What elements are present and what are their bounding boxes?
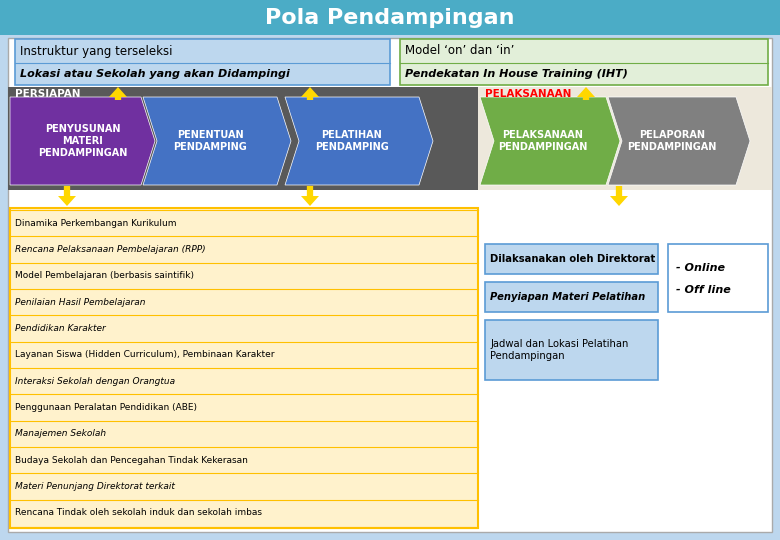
- Polygon shape: [143, 97, 291, 185]
- Text: Instruktur yang terseleksi: Instruktur yang terseleksi: [20, 44, 172, 57]
- Text: Manajemen Sekolah: Manajemen Sekolah: [15, 429, 106, 438]
- Text: Dilaksanakan oleh Direktorat: Dilaksanakan oleh Direktorat: [490, 254, 655, 264]
- FancyArrow shape: [58, 186, 76, 206]
- FancyBboxPatch shape: [8, 87, 478, 190]
- FancyArrow shape: [577, 87, 595, 100]
- FancyBboxPatch shape: [485, 282, 658, 312]
- Polygon shape: [480, 97, 620, 185]
- Text: Rencana Pelaksanaan Pembelajaran (RPP): Rencana Pelaksanaan Pembelajaran (RPP): [15, 245, 206, 254]
- Text: Jadwal dan Lokasi Pelatihan
Pendampingan: Jadwal dan Lokasi Pelatihan Pendampingan: [490, 339, 629, 361]
- FancyArrow shape: [610, 186, 628, 206]
- Text: PELAKSANAAN: PELAKSANAAN: [485, 89, 572, 99]
- Text: Model Pembelajaran (berbasis saintifik): Model Pembelajaran (berbasis saintifik): [15, 271, 194, 280]
- Text: Lokasi atau Sekolah yang akan Didampingi: Lokasi atau Sekolah yang akan Didampingi: [20, 69, 290, 79]
- Text: Pendekatan In House Training (IHT): Pendekatan In House Training (IHT): [405, 69, 628, 79]
- Polygon shape: [10, 97, 155, 185]
- Text: Materi Penunjang Direktorat terkait: Materi Penunjang Direktorat terkait: [15, 482, 175, 491]
- FancyBboxPatch shape: [478, 87, 772, 190]
- Text: Pendidikan Karakter: Pendidikan Karakter: [15, 324, 106, 333]
- FancyBboxPatch shape: [485, 244, 658, 274]
- Text: PERSIAPAN: PERSIAPAN: [15, 89, 80, 99]
- Text: Model ‘on’ dan ‘in’: Model ‘on’ dan ‘in’: [405, 44, 514, 57]
- Text: Layanan Siswa (Hidden Curriculum), Pembinaan Karakter: Layanan Siswa (Hidden Curriculum), Pembi…: [15, 350, 275, 359]
- Text: - Online: - Online: [676, 263, 725, 273]
- FancyBboxPatch shape: [485, 320, 658, 380]
- FancyBboxPatch shape: [400, 39, 768, 85]
- Text: Dinamika Perkembangan Kurikulum: Dinamika Perkembangan Kurikulum: [15, 219, 176, 228]
- Text: Penggunaan Peralatan Pendidikan (ABE): Penggunaan Peralatan Pendidikan (ABE): [15, 403, 197, 412]
- Text: Rencana Tindak oleh sekolah induk dan sekolah imbas: Rencana Tindak oleh sekolah induk dan se…: [15, 508, 262, 517]
- FancyBboxPatch shape: [0, 0, 780, 35]
- Polygon shape: [285, 97, 433, 185]
- Text: Penyiapan Materi Pelatihan: Penyiapan Materi Pelatihan: [490, 292, 645, 302]
- Text: - Off line: - Off line: [676, 285, 731, 295]
- FancyArrow shape: [301, 186, 319, 206]
- FancyBboxPatch shape: [10, 208, 478, 528]
- Text: PELAKSANAAN
PENDAMPINGAN: PELAKSANAAN PENDAMPINGAN: [498, 130, 587, 152]
- Text: Interaksi Sekolah dengan Orangtua: Interaksi Sekolah dengan Orangtua: [15, 377, 176, 386]
- Text: PENYUSUNAN
MATERI
PENDAMPINGAN: PENYUSUNAN MATERI PENDAMPINGAN: [37, 124, 127, 158]
- FancyBboxPatch shape: [15, 39, 390, 85]
- Text: PENENTUAN
PENDAMPING: PENENTUAN PENDAMPING: [173, 130, 247, 152]
- FancyBboxPatch shape: [668, 244, 768, 312]
- Text: PELAPORAN
PENDAMPINGAN: PELAPORAN PENDAMPINGAN: [627, 130, 717, 152]
- FancyArrow shape: [109, 87, 127, 100]
- Text: Pola Pendampingan: Pola Pendampingan: [265, 8, 515, 28]
- Polygon shape: [608, 97, 750, 185]
- FancyArrow shape: [301, 87, 319, 100]
- FancyBboxPatch shape: [8, 38, 772, 532]
- Text: PELATIHAN
PENDAMPING: PELATIHAN PENDAMPING: [315, 130, 389, 152]
- Text: Penilaian Hasil Pembelajaran: Penilaian Hasil Pembelajaran: [15, 298, 146, 307]
- Text: Budaya Sekolah dan Pencegahan Tindak Kekerasan: Budaya Sekolah dan Pencegahan Tindak Kek…: [15, 456, 248, 464]
